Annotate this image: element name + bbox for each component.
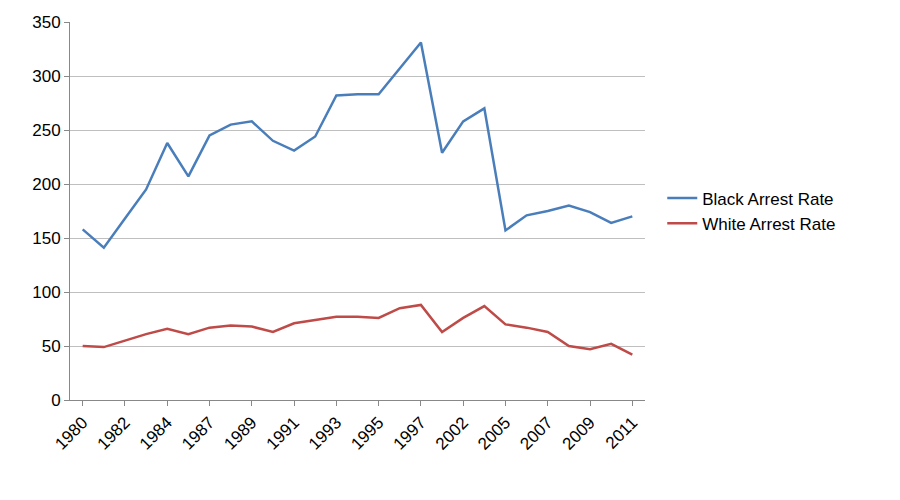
svg-text:2007: 2007 bbox=[516, 413, 556, 453]
svg-text:2009: 2009 bbox=[559, 413, 599, 453]
svg-text:100: 100 bbox=[32, 283, 60, 302]
svg-text:White Arrest Rate: White Arrest Rate bbox=[702, 215, 835, 234]
svg-text:Black Arrest Rate: Black Arrest Rate bbox=[702, 190, 833, 209]
svg-text:1993: 1993 bbox=[305, 413, 345, 453]
svg-text:2002: 2002 bbox=[432, 413, 472, 453]
svg-text:1997: 1997 bbox=[390, 413, 430, 453]
svg-text:0: 0 bbox=[51, 391, 60, 410]
svg-text:50: 50 bbox=[42, 337, 61, 356]
svg-text:150: 150 bbox=[32, 229, 60, 248]
svg-text:1980: 1980 bbox=[51, 413, 91, 453]
svg-text:2005: 2005 bbox=[474, 413, 514, 453]
svg-text:350: 350 bbox=[32, 13, 60, 32]
svg-text:2011: 2011 bbox=[602, 413, 641, 452]
svg-text:1984: 1984 bbox=[136, 413, 176, 453]
svg-text:200: 200 bbox=[32, 175, 60, 194]
svg-text:1989: 1989 bbox=[220, 413, 260, 453]
svg-text:1995: 1995 bbox=[347, 413, 387, 453]
svg-text:1991: 1991 bbox=[263, 413, 303, 453]
svg-text:300: 300 bbox=[32, 67, 60, 86]
svg-text:1987: 1987 bbox=[178, 413, 218, 453]
svg-text:250: 250 bbox=[32, 121, 60, 140]
svg-text:1982: 1982 bbox=[94, 413, 134, 453]
